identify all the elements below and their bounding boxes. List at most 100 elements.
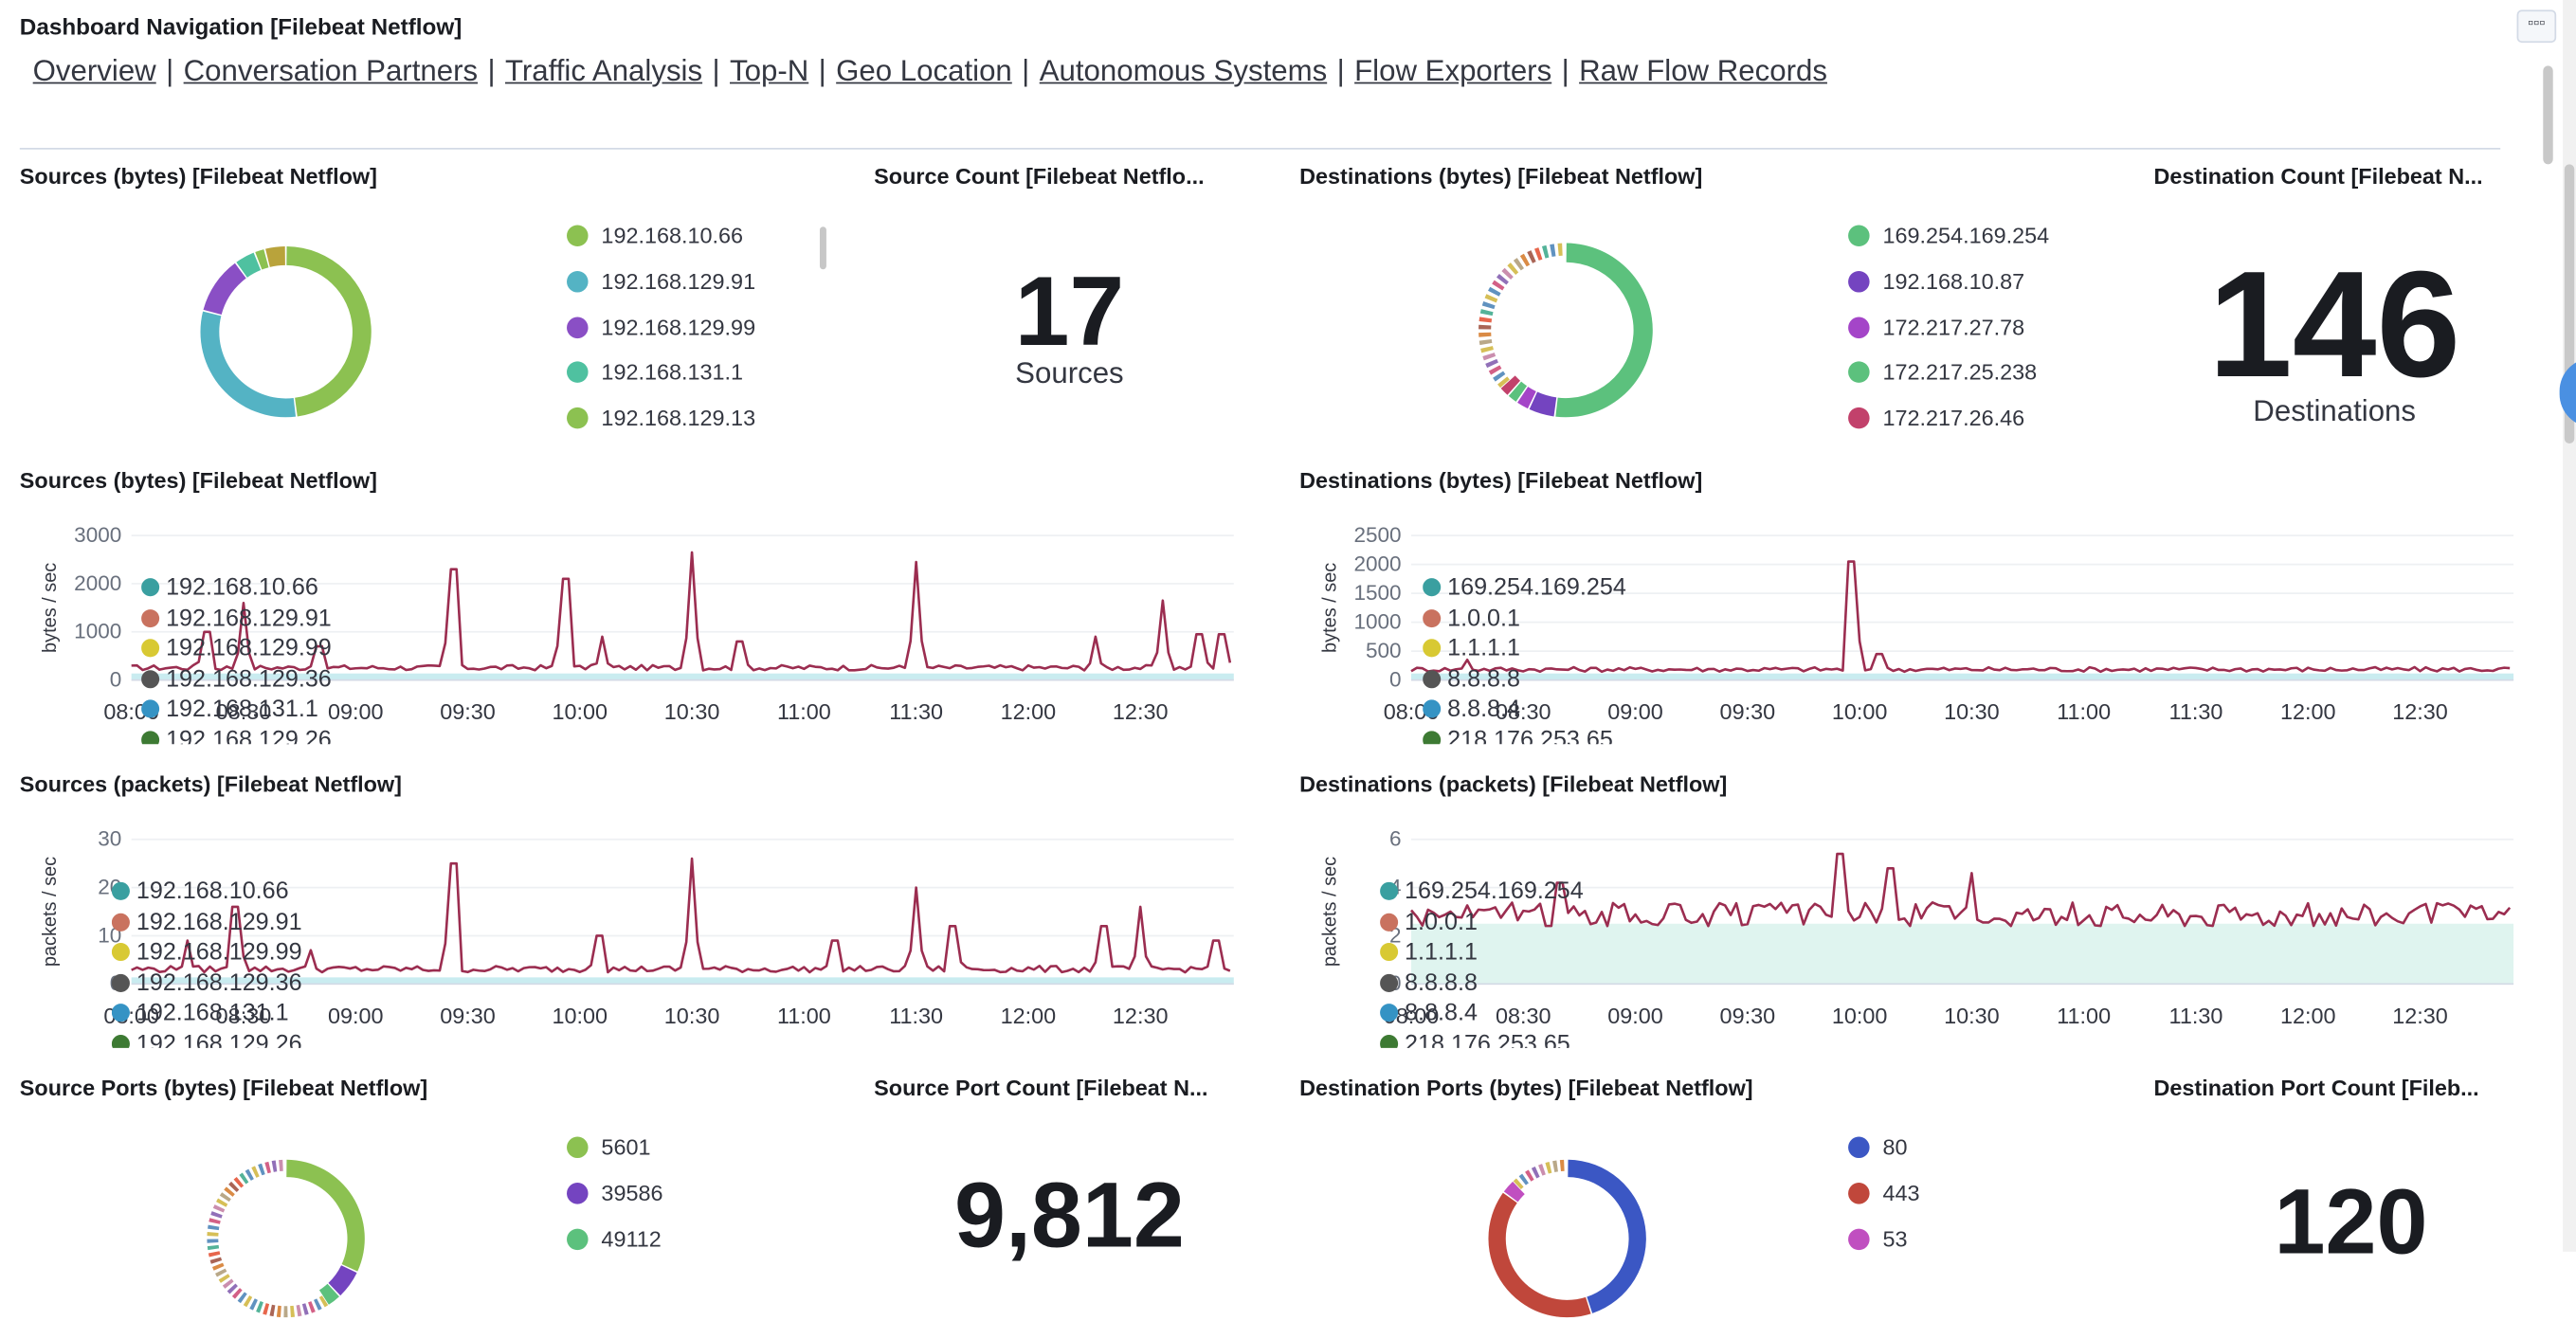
panel-menu-button[interactable]: ▫▫▫ (2516, 9, 2557, 44)
source-ports-donut[interactable] (204, 1156, 368, 1320)
legend-item[interactable]: 192.168.129.91 (567, 265, 755, 299)
donut-slice-other[interactable] (279, 1159, 283, 1171)
donut-slice-other[interactable] (1513, 1178, 1524, 1190)
legend-item[interactable]: 8.8.8.4 (1423, 695, 1520, 724)
legend-item[interactable]: 39586 (567, 1177, 663, 1210)
legend-item[interactable]: 218.176.253.65 (1423, 725, 1613, 745)
nav-link-overview[interactable]: Overview (32, 54, 156, 87)
donut-slice-other[interactable] (216, 1198, 228, 1207)
donut-slice-other[interactable] (251, 1166, 260, 1178)
donut-slice[interactable] (1555, 243, 1653, 418)
donut-slice-other[interactable] (245, 1168, 254, 1181)
donut-slice-other[interactable] (290, 1305, 296, 1318)
donut-slice[interactable] (286, 1159, 365, 1272)
legend-scrollbar[interactable] (819, 226, 826, 270)
legend-item[interactable]: 192.168.129.36 (141, 664, 332, 694)
donut-slice-other[interactable] (256, 1300, 263, 1313)
donut-slice-other[interactable] (1550, 244, 1556, 258)
legend-item[interactable]: 5601 (567, 1131, 651, 1165)
legend-item[interactable]: 192.168.10.66 (567, 220, 743, 253)
legend-item[interactable]: 192.168.129.36 (111, 968, 302, 998)
donut-slice-other[interactable] (1559, 1159, 1565, 1171)
legend-item[interactable]: 192.168.129.99 (567, 312, 755, 345)
donut-slice-other[interactable] (219, 1192, 231, 1203)
legend-item[interactable]: 172.217.27.78 (1848, 312, 2024, 345)
donut-slice-other[interactable] (1533, 247, 1543, 261)
donut-slice-other[interactable] (269, 1304, 276, 1317)
legend-item[interactable]: 192.168.10.66 (141, 573, 318, 603)
donut-slice-other[interactable] (1480, 346, 1494, 353)
destinations-packets-timeseries-chart[interactable]: 0246packets / sec08:0008:3009:0009:3010:… (1299, 820, 2523, 1050)
legend-item[interactable]: 53 (1848, 1223, 1908, 1257)
donut-slice-other[interactable] (208, 1251, 221, 1258)
donut-slice-other[interactable] (1541, 244, 1550, 259)
nav-link-raw-flow-records[interactable]: Raw Flow Records (1579, 54, 1827, 87)
donut-slice-other[interactable] (209, 1218, 221, 1224)
donut-slice[interactable] (255, 249, 269, 270)
donut-slice-other[interactable] (1525, 1169, 1534, 1182)
donut-slice-other[interactable] (1493, 371, 1506, 382)
legend-item[interactable]: 192.168.131.1 (111, 999, 289, 1028)
donut-slice-other[interactable] (1478, 324, 1492, 330)
donut-slice[interactable] (1488, 1192, 1591, 1318)
donut-slice-other[interactable] (1478, 332, 1492, 337)
series-line[interactable] (1410, 560, 2511, 674)
donut-slice-other[interactable] (1519, 253, 1531, 267)
legend-item[interactable]: 1.1.1.1 (1380, 938, 1478, 968)
donut-slice-other[interactable] (209, 1257, 223, 1264)
legend-item[interactable]: 172.217.26.46 (1848, 403, 2024, 436)
donut-slice[interactable] (236, 252, 262, 278)
legend-item[interactable]: 172.217.25.238 (1848, 357, 2037, 390)
nav-link-geo-location[interactable]: Geo Location (836, 54, 1012, 87)
donut-slice-other[interactable] (233, 1176, 245, 1188)
legend-item[interactable]: 192.168.129.13 (567, 403, 755, 436)
donut-slice-other[interactable] (1485, 358, 1498, 369)
donut-slice[interactable] (1508, 381, 1528, 402)
donut-slice-other[interactable] (1478, 338, 1493, 346)
donut-slice-other[interactable] (263, 1303, 270, 1315)
legend-item[interactable]: 169.254.169.254 (1380, 878, 1584, 907)
donut-slice-other[interactable] (1545, 1161, 1552, 1174)
legend-item[interactable]: 1.0.0.1 (1380, 908, 1478, 937)
legend-item[interactable]: 1.1.1.1 (1423, 634, 1520, 663)
legend-item[interactable]: 1.0.0.1 (1423, 604, 1520, 633)
legend-item[interactable]: 8.8.8.4 (1380, 999, 1478, 1028)
donut-slice-other[interactable] (1552, 1160, 1558, 1172)
legend-item[interactable]: 192.168.129.91 (141, 604, 332, 633)
legend-item[interactable]: 8.8.8.8 (1423, 664, 1520, 694)
donut-slice-other[interactable] (224, 1186, 235, 1197)
series-line[interactable] (1410, 852, 2512, 928)
donut-slice-other[interactable] (212, 1204, 226, 1213)
legend-item[interactable]: 443 (1848, 1177, 1920, 1210)
donut-slice-other[interactable] (208, 1224, 220, 1231)
donut-slice-other[interactable] (1507, 262, 1519, 275)
donut-slice-other[interactable] (1488, 365, 1502, 375)
legend-item[interactable]: 192.168.131.1 (141, 695, 318, 724)
legend-item[interactable]: 49112 (567, 1223, 662, 1257)
donut-slice-other[interactable] (1488, 286, 1501, 297)
donut-slice-other[interactable] (1496, 273, 1509, 285)
sources-packets-timeseries-chart[interactable]: 0102030packets / sec08:0008:3009:0009:30… (20, 820, 1243, 1050)
series-line[interactable] (131, 857, 1231, 974)
legend-item[interactable]: 192.168.10.87 (1848, 265, 2024, 299)
donut-slice[interactable] (200, 311, 297, 418)
series-line[interactable] (131, 551, 1232, 672)
donut-slice-other[interactable] (210, 1211, 223, 1219)
donut-slice-other[interactable] (239, 1172, 249, 1185)
donut-slice-other[interactable] (301, 1303, 309, 1315)
donut-slice[interactable] (1568, 1159, 1646, 1313)
donut-slice-other[interactable] (1478, 317, 1493, 323)
legend-item[interactable]: 192.168.131.1 (567, 357, 743, 390)
sources-bytes-donut[interactable] (197, 244, 374, 421)
donut-slice-other[interactable] (207, 1232, 219, 1237)
legend-item[interactable]: 192.168.129.99 (111, 938, 302, 968)
legend-item[interactable]: 169.254.169.254 (1423, 573, 1626, 603)
donut-slice[interactable] (1517, 387, 1536, 409)
donut-slice-other[interactable] (1497, 376, 1510, 389)
donut-slice-other[interactable] (207, 1244, 220, 1251)
donut-slice-other[interactable] (1481, 301, 1496, 310)
donut-slice-other[interactable] (1538, 1164, 1546, 1176)
nav-link-autonomous-systems[interactable]: Autonomous Systems (1039, 54, 1328, 87)
